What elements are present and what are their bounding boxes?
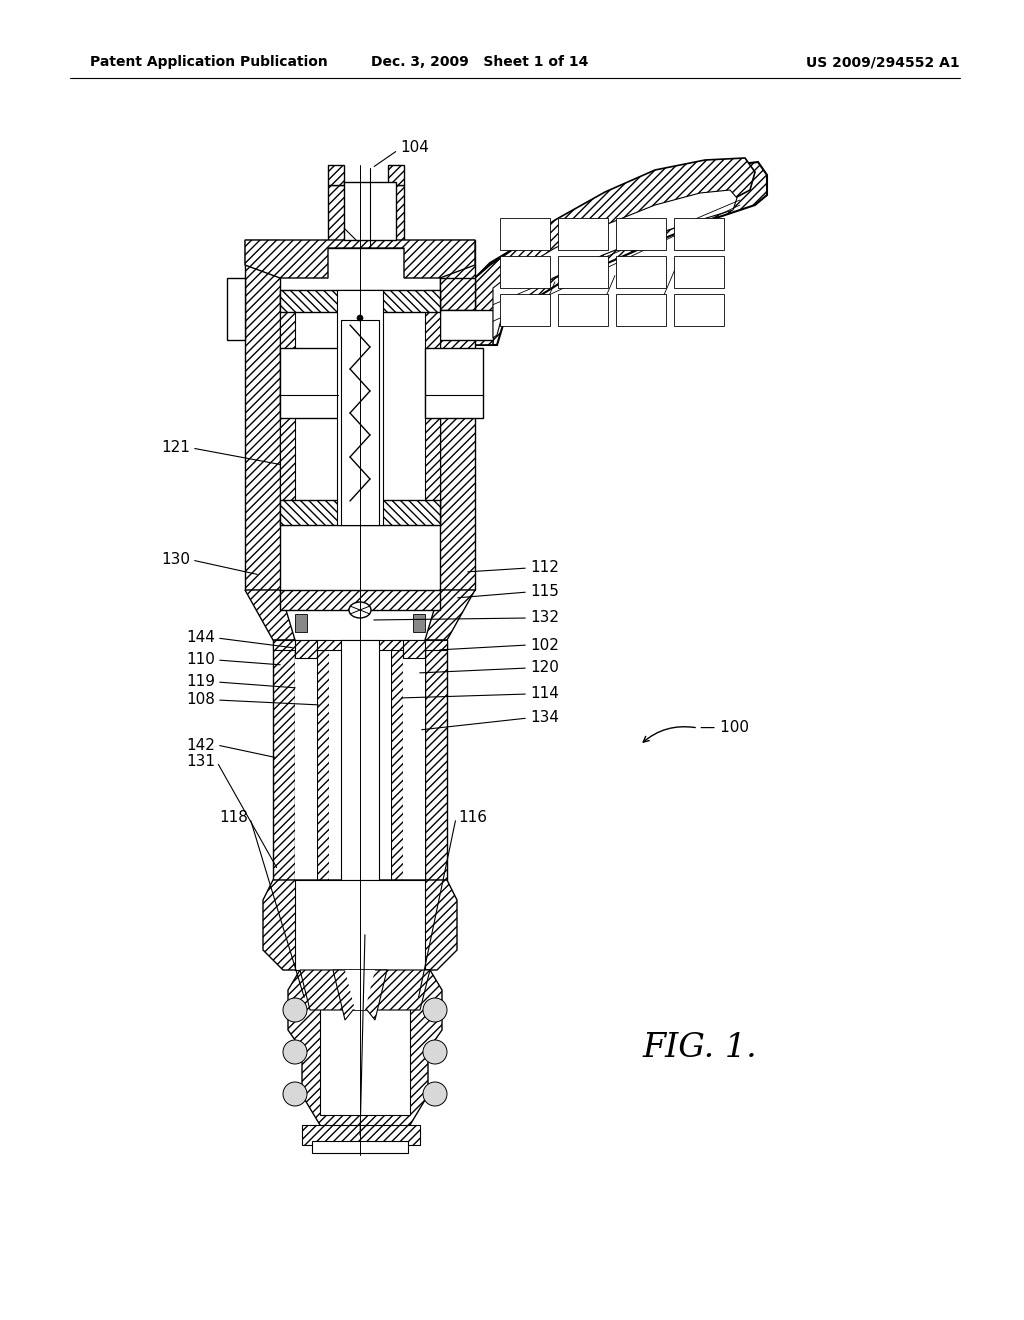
Circle shape [423, 1040, 447, 1064]
Text: 120: 120 [530, 660, 559, 676]
Polygon shape [288, 970, 442, 1144]
Polygon shape [403, 640, 425, 657]
Polygon shape [295, 880, 425, 970]
Bar [616, 256, 666, 288]
Circle shape [283, 998, 307, 1022]
Bar [312, 1140, 408, 1152]
Polygon shape [273, 640, 295, 880]
Polygon shape [493, 190, 737, 338]
Polygon shape [388, 165, 404, 185]
Polygon shape [263, 880, 457, 970]
Polygon shape [440, 310, 493, 341]
Polygon shape [425, 640, 447, 880]
Polygon shape [295, 640, 317, 657]
Circle shape [423, 1082, 447, 1106]
Text: Patent Application Publication: Patent Application Publication [90, 55, 328, 69]
Bar [337, 290, 383, 525]
Text: 130: 130 [161, 553, 190, 568]
Polygon shape [328, 165, 344, 185]
Polygon shape [245, 240, 475, 279]
Text: Dec. 3, 2009   Sheet 1 of 14: Dec. 3, 2009 Sheet 1 of 14 [372, 55, 589, 69]
Polygon shape [245, 240, 280, 590]
Bar [558, 256, 608, 288]
Polygon shape [227, 279, 245, 341]
Bar [674, 294, 724, 326]
Text: 132: 132 [530, 610, 559, 626]
Bar [344, 182, 396, 240]
Bar [302, 1125, 420, 1144]
Polygon shape [425, 590, 475, 640]
Bar [413, 614, 425, 632]
Polygon shape [425, 290, 440, 525]
Polygon shape [280, 290, 295, 525]
Polygon shape [440, 240, 475, 590]
Circle shape [283, 1040, 307, 1064]
Polygon shape [273, 640, 447, 649]
Text: 121: 121 [161, 441, 190, 455]
Bar [616, 294, 666, 326]
Bar [295, 640, 317, 880]
Text: 115: 115 [530, 585, 559, 599]
Polygon shape [333, 970, 387, 1020]
Polygon shape [440, 279, 475, 310]
Polygon shape [391, 640, 403, 880]
Bar [500, 256, 550, 288]
Polygon shape [280, 590, 440, 610]
Text: 118: 118 [219, 810, 248, 825]
Text: FIG. 1.: FIG. 1. [643, 1032, 758, 1064]
Text: 112: 112 [530, 561, 559, 576]
Bar [329, 640, 391, 880]
Text: 131: 131 [186, 755, 215, 770]
Circle shape [357, 315, 362, 321]
Bar [425, 348, 483, 418]
Text: 134: 134 [530, 710, 559, 726]
Polygon shape [280, 500, 440, 525]
Text: 114: 114 [530, 686, 559, 701]
Polygon shape [475, 162, 767, 345]
Circle shape [423, 998, 447, 1022]
Text: 110: 110 [186, 652, 215, 668]
Bar [341, 319, 379, 525]
Text: 119: 119 [186, 675, 215, 689]
Polygon shape [475, 158, 755, 345]
Bar [558, 218, 608, 249]
Bar [674, 218, 724, 249]
Text: US 2009/294552 A1: US 2009/294552 A1 [806, 55, 961, 69]
Bar [403, 640, 425, 880]
Circle shape [283, 1082, 307, 1106]
Polygon shape [300, 970, 430, 1010]
Text: 108: 108 [186, 693, 215, 708]
Polygon shape [280, 290, 440, 312]
Polygon shape [319, 970, 410, 1115]
Text: 104: 104 [400, 140, 429, 156]
Bar [500, 218, 550, 249]
Bar [341, 640, 379, 880]
Bar [616, 218, 666, 249]
Text: 116: 116 [458, 810, 487, 825]
Text: 144: 144 [186, 631, 215, 645]
Bar [500, 294, 550, 326]
Text: 142: 142 [186, 738, 215, 752]
Bar [280, 348, 338, 418]
Text: — 100: — 100 [700, 721, 749, 735]
Text: 106: 106 [350, 920, 380, 936]
Bar [295, 614, 307, 632]
Bar [674, 256, 724, 288]
Text: 102: 102 [530, 638, 559, 652]
Ellipse shape [349, 602, 371, 618]
Bar [558, 294, 608, 326]
Polygon shape [317, 640, 329, 880]
Polygon shape [245, 590, 295, 640]
Polygon shape [345, 970, 375, 1010]
Polygon shape [328, 185, 404, 248]
